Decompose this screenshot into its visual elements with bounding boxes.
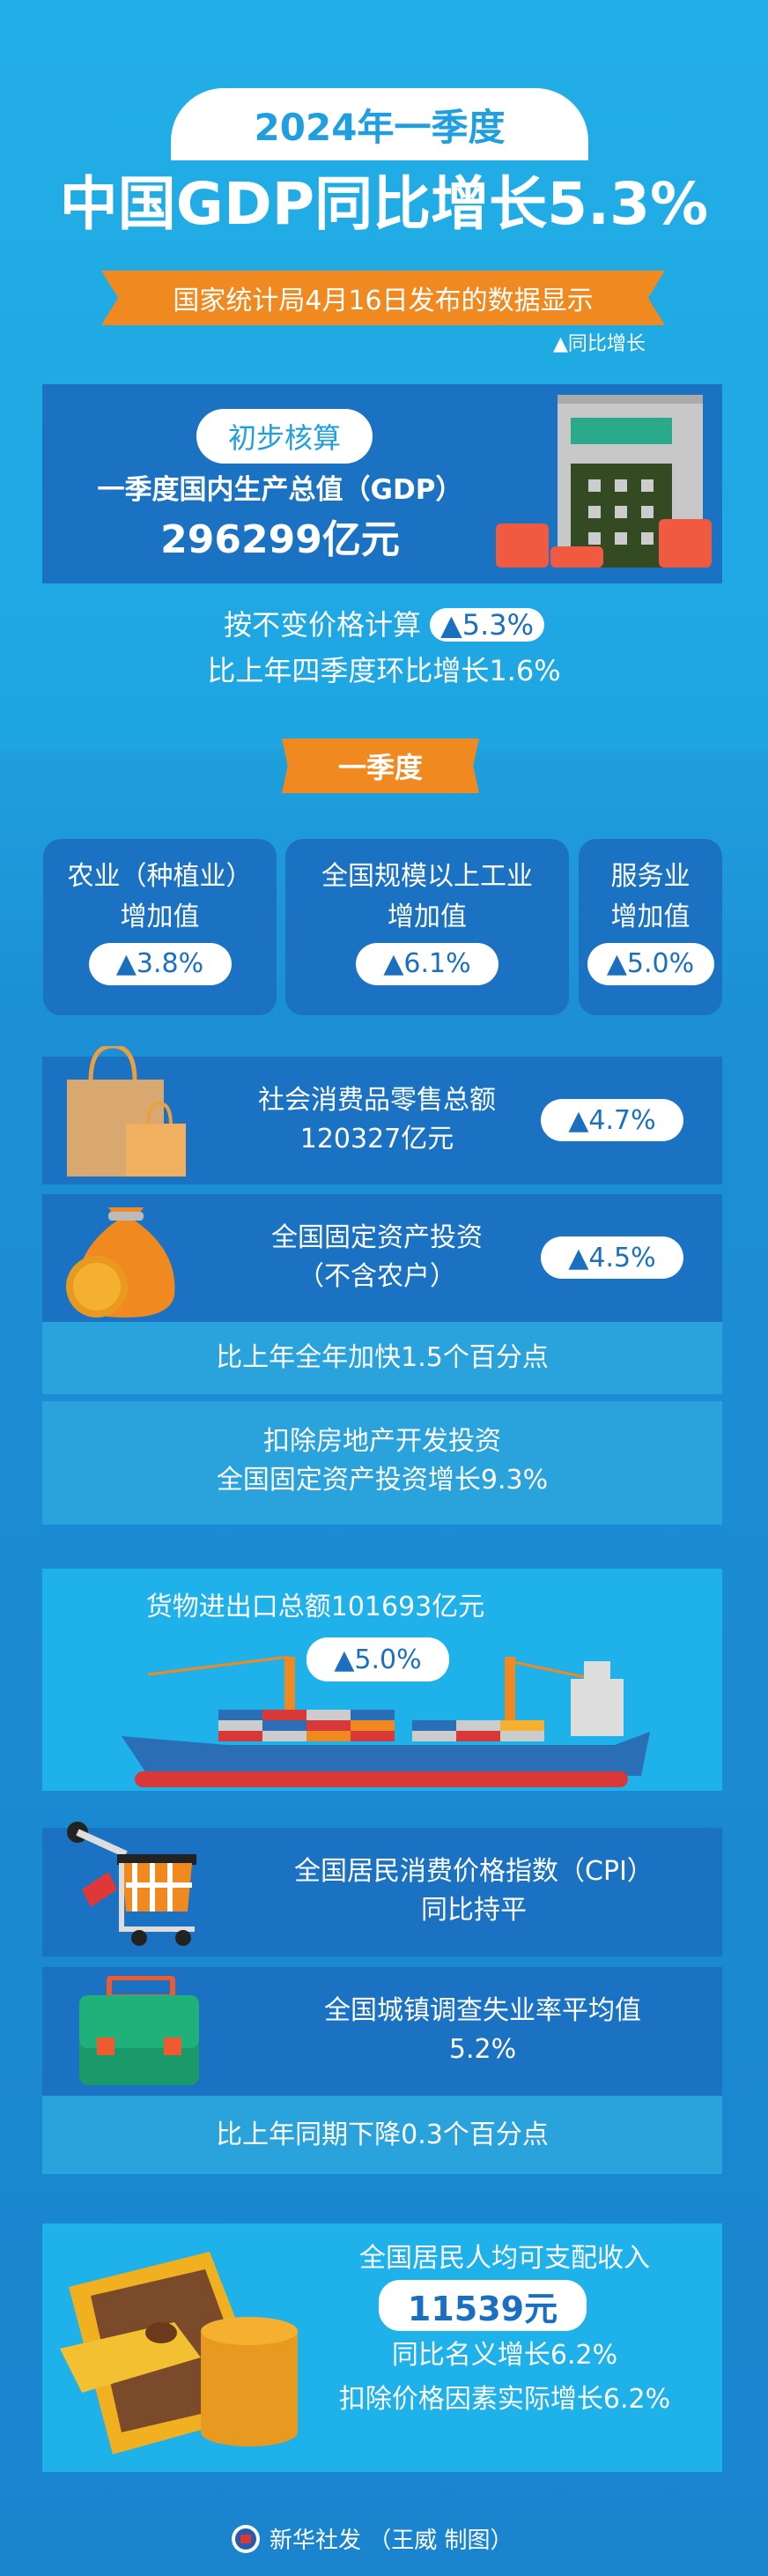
- cpi-label: 全国居民消费价格指数（CPI）: [294, 1856, 654, 1887]
- trade-growth-badge: ▲5.0%: [306, 1637, 449, 1681]
- briefcase-icon: [79, 1976, 199, 2085]
- card-industry: 全国规模以上工业 增加值 ▲6.1%: [285, 839, 569, 1015]
- shopping-bag-icon: [67, 1046, 186, 1177]
- income-box: 全国居民人均可支配收入 11539元 同比名义增长6.2% 扣除价格因素实际增长…: [42, 2223, 722, 2472]
- unemployment-value: 5.2%: [448, 2034, 517, 2065]
- investment-row: 全国固定资产投资 （不含农户） ▲4.5%: [42, 1194, 722, 1322]
- growth-badge: ▲5.0%: [587, 943, 714, 985]
- title-pill: 2024年一季度: [171, 88, 588, 160]
- investment-label: 全国固定资产投资: [271, 1222, 483, 1253]
- cpi-row: 全国居民消费价格指数（CPI） 同比持平: [42, 1822, 722, 1956]
- growth-badge: ▲6.1%: [356, 943, 498, 985]
- retail-row: 社会消费品零售总额 120327亿元 ▲4.7%: [42, 1046, 722, 1184]
- income-nominal: 同比名义增长6.2%: [391, 2340, 618, 2371]
- constant-price-label: 按不变价格计算: [223, 608, 421, 642]
- cpi-value: 同比持平: [421, 1895, 527, 1926]
- gdp-label: 一季度国内生产总值（GDP）: [97, 474, 463, 506]
- legend-yoy: ▲同比增长: [553, 333, 646, 355]
- growth-badge: ▲3.8%: [88, 943, 232, 985]
- income-value: 11539元: [379, 2280, 587, 2331]
- income-real: 扣除价格因素实际增长6.2%: [338, 2384, 671, 2415]
- trade-label: 货物进出口总额101693亿元: [145, 1592, 485, 1622]
- gdp-growth-badge: ▲5.3%: [430, 608, 545, 642]
- qoq-growth: 比上年四季度环比增长1.6%: [207, 654, 561, 687]
- cargo-ship-icon: [122, 1655, 650, 1787]
- headline: 中国GDP同比增长5.3%: [59, 170, 709, 238]
- card-subtitle: 增加值: [610, 902, 690, 932]
- ex-realestate-line1: 扣除房地产开发投资: [263, 1426, 501, 1457]
- income-label: 全国居民人均可支配收入: [359, 2243, 650, 2274]
- gdp-box: 初步核算 一季度国内生产总值（GDP） 296299亿元: [42, 384, 722, 583]
- source-ribbon: 国家统计局4月16日发布的数据显示: [101, 271, 665, 325]
- ex-realestate-line2: 全国固定资产投资增长9.3%: [216, 1465, 549, 1496]
- card-title: 服务业: [610, 861, 690, 892]
- gdp-value: 296299亿元: [160, 517, 400, 562]
- card-subtitle: 增加值: [388, 902, 467, 932]
- quarter-ribbon: 一季度: [282, 739, 479, 793]
- footer-credit: 新华社发 （王威 制图）: [270, 2528, 513, 2554]
- preliminary-tag: 初步核算: [196, 409, 373, 464]
- card-title: 全国规模以上工业: [321, 861, 533, 892]
- card-subtitle: 增加值: [120, 902, 200, 932]
- trade-box: 货物进出口总额101693亿元 ▲5.0%: [42, 1569, 722, 1791]
- calculator-icon: [496, 395, 712, 568]
- investment-sublabel: （不含农户）: [298, 1261, 456, 1292]
- shopping-cart-icon: [67, 1822, 196, 1946]
- investment-growth-badge: ▲4.5%: [541, 1236, 683, 1279]
- xinhua-logo-icon: [232, 2524, 260, 2553]
- retail-label: 社会消费品零售总额: [258, 1085, 496, 1116]
- card-agriculture: 农业（种植业） 增加值 ▲3.8%: [43, 839, 277, 1015]
- investment-note: 比上年全年加快1.5个百分点: [42, 1322, 722, 1394]
- footer: 新华社发 （王威 制图）: [231, 2522, 513, 2555]
- card-services: 服务业 增加值 ▲5.0%: [579, 839, 722, 1015]
- money-bag-icon: [66, 1207, 175, 1318]
- investment-ex-realestate: 扣除房地产开发投资 全国固定资产投资增长9.3%: [42, 1401, 722, 1525]
- unemployment-label: 全国城镇调查失业率平均值: [324, 1995, 641, 2026]
- card-title: 农业（种植业）: [67, 861, 253, 892]
- retail-value: 120327亿元: [299, 1124, 454, 1154]
- unemployment-row: 全国城镇调查失业率平均值 5.2%: [42, 1967, 722, 2096]
- wallet-coins-icon: [60, 2252, 298, 2454]
- retail-growth-badge: ▲4.7%: [541, 1099, 683, 1141]
- constant-price-line: 按不变价格计算 ▲5.3%: [0, 603, 768, 647]
- unemployment-note: 比上年同期下降0.3个百分点: [42, 2096, 722, 2174]
